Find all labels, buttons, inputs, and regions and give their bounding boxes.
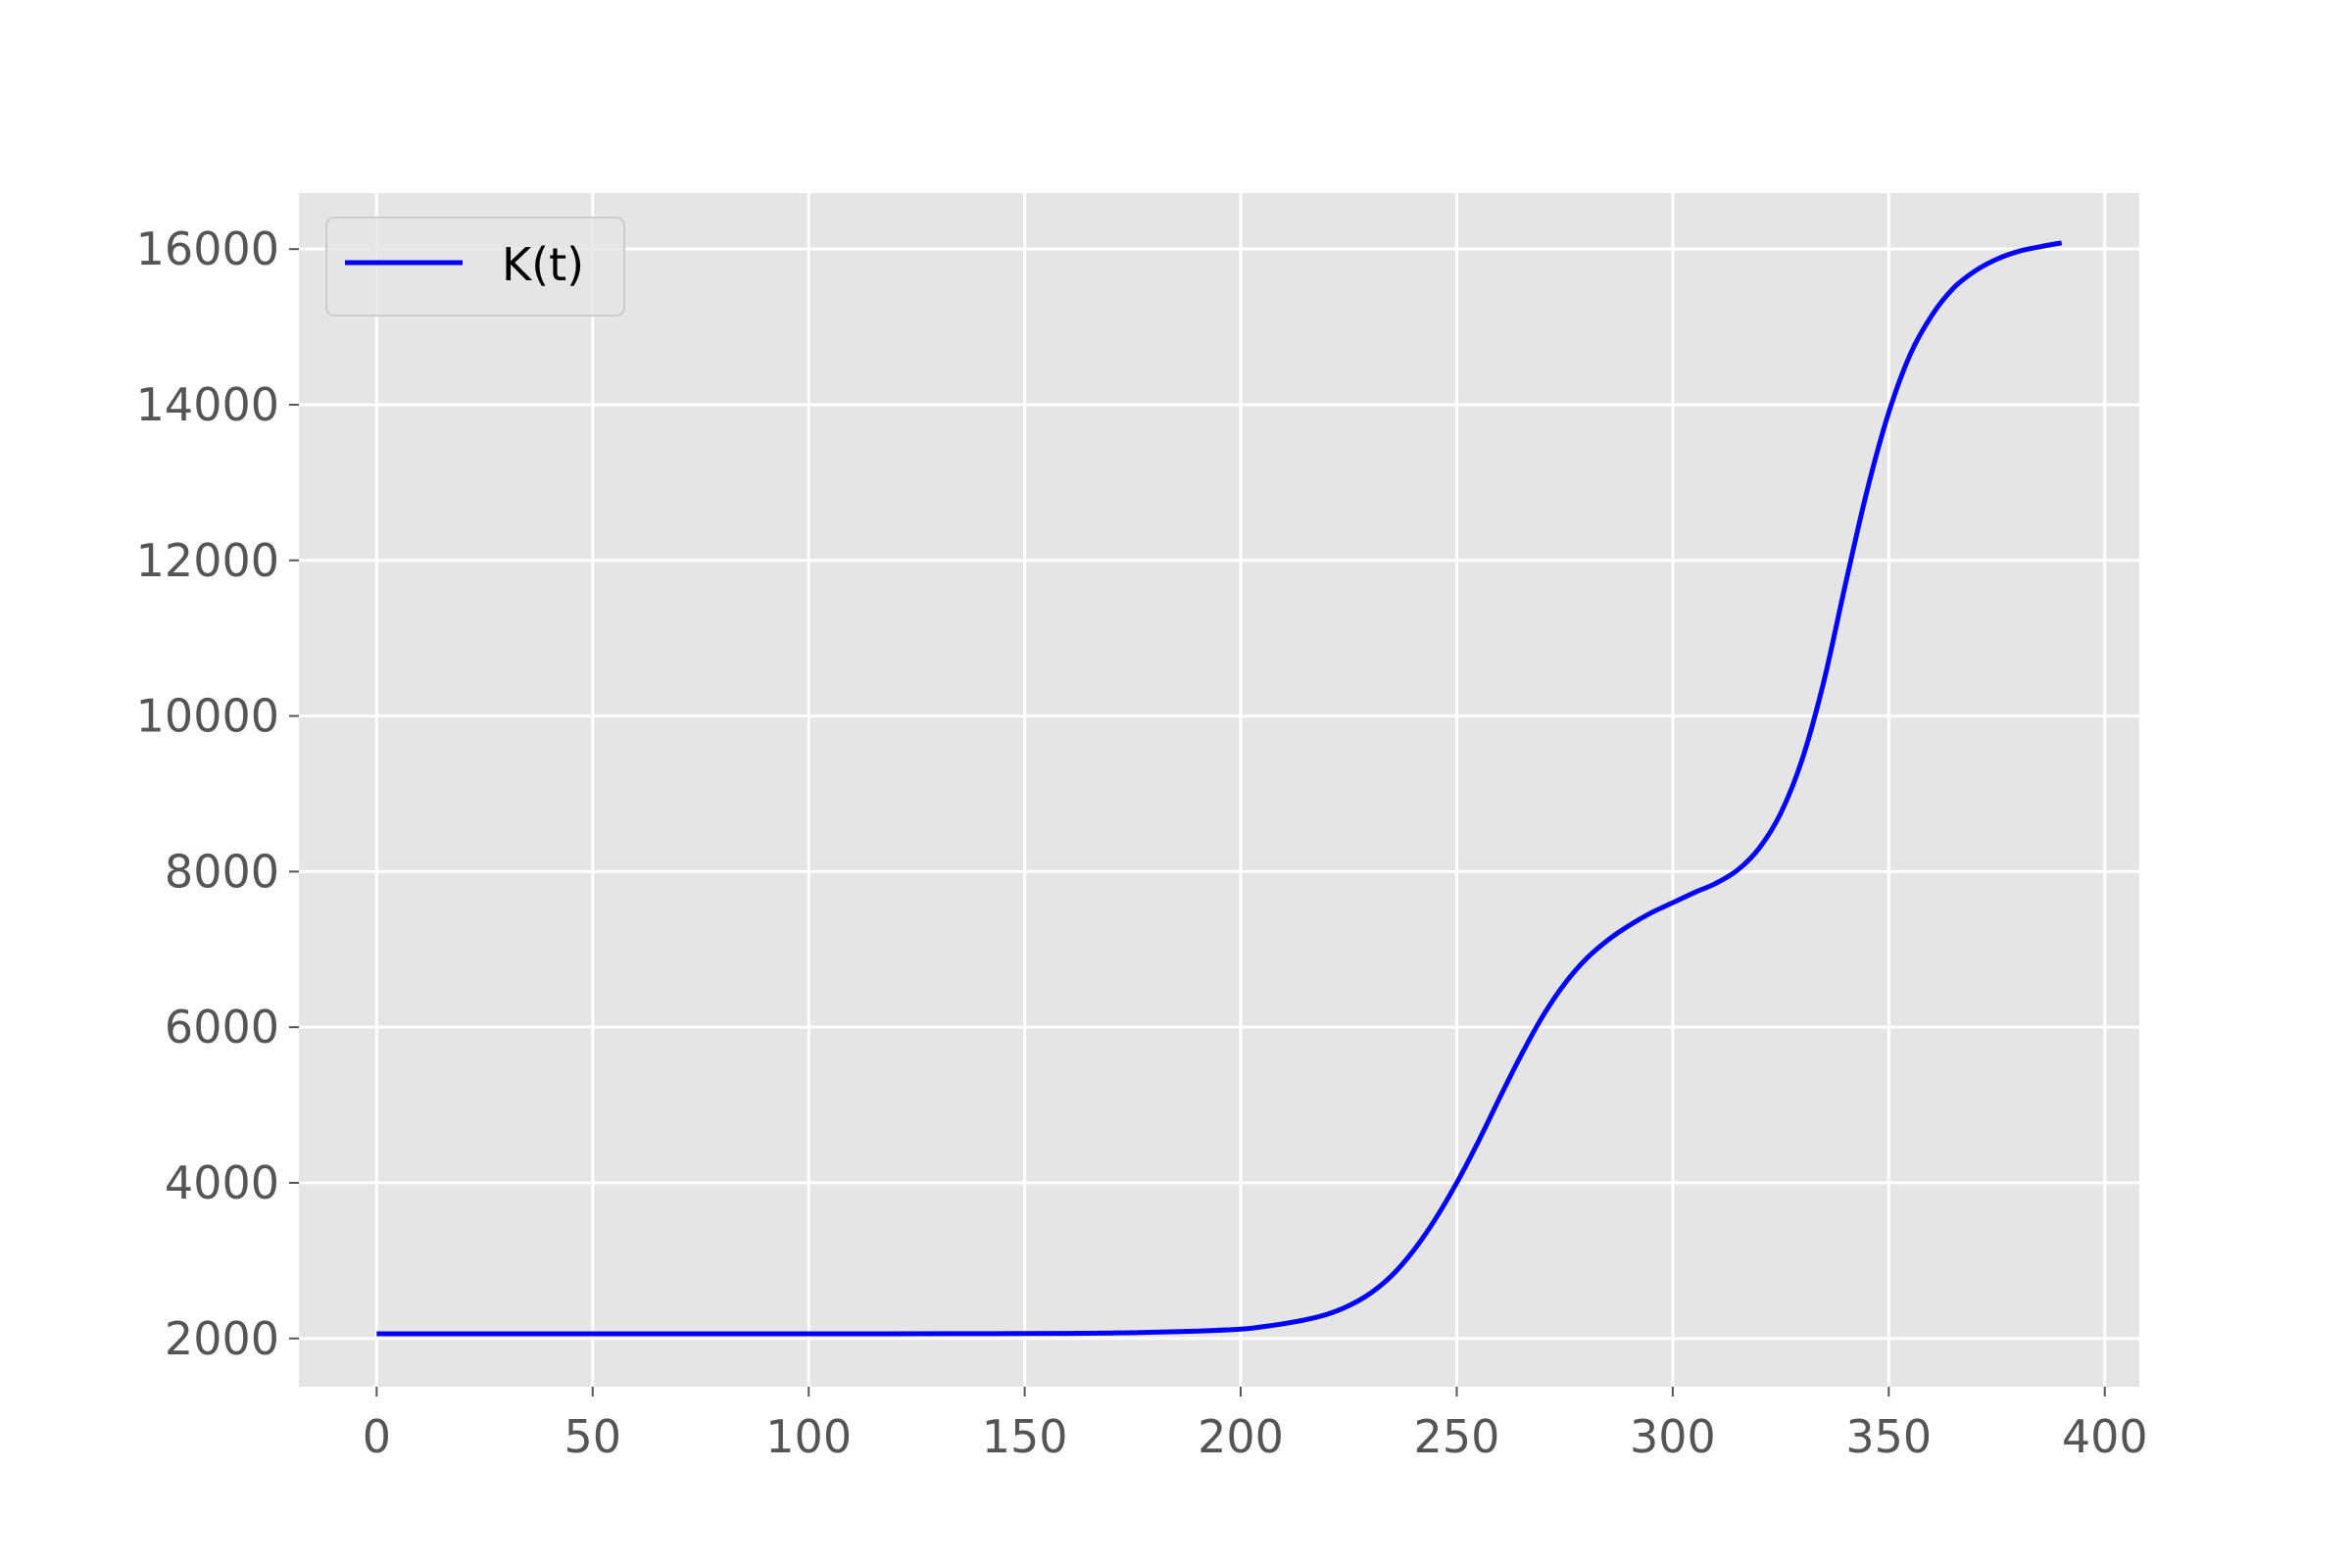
x-gridlines bbox=[374, 193, 2107, 1387]
x-tick-label: 100 bbox=[765, 1410, 852, 1463]
x-tick-label: 200 bbox=[1198, 1410, 1284, 1463]
x-tick-label: 50 bbox=[564, 1410, 622, 1463]
y-tick-label: 14000 bbox=[136, 378, 279, 431]
x-tick-label: 0 bbox=[363, 1410, 391, 1463]
x-axis-ticks: 0 50 100 150 200 250 300 350 400 bbox=[363, 1387, 2148, 1463]
y-tick-label: 10000 bbox=[136, 690, 279, 743]
y-tick-label: 12000 bbox=[136, 534, 279, 587]
y-tick-label: 6000 bbox=[165, 1001, 279, 1054]
x-tick-label: 150 bbox=[982, 1410, 1068, 1463]
legend-box bbox=[325, 217, 625, 317]
y-gridlines bbox=[299, 247, 2139, 1341]
legend: K(t) bbox=[325, 217, 625, 317]
x-tick-label: 400 bbox=[2062, 1410, 2148, 1463]
legend-label: K(t) bbox=[502, 238, 584, 291]
y-axis-ticks: 2000 4000 6000 8000 10000 12000 14000 16000 bbox=[136, 222, 299, 1365]
x-tick-label: 300 bbox=[1630, 1410, 1716, 1463]
x-tick-label: 350 bbox=[1845, 1410, 1932, 1463]
y-tick-label: 2000 bbox=[165, 1312, 279, 1365]
x-tick-label: 250 bbox=[1414, 1410, 1500, 1463]
series-layer bbox=[376, 240, 2063, 1337]
y-tick-label: 16000 bbox=[136, 222, 279, 275]
plot-area bbox=[299, 193, 2139, 1387]
series-line-k-t bbox=[376, 240, 2063, 1337]
y-tick-label: 8000 bbox=[165, 845, 279, 898]
y-tick-label: 4000 bbox=[165, 1156, 279, 1209]
